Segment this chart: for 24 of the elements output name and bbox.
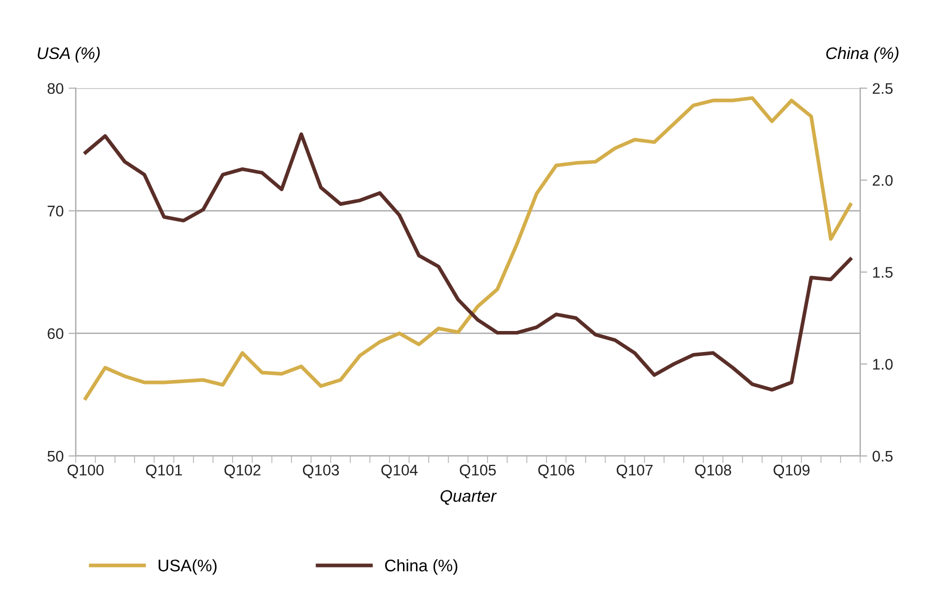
x-tick-label: Q104 — [381, 464, 418, 478]
x-axis-title: Quarter — [440, 490, 497, 505]
y-tick-label: 80 — [48, 83, 64, 94]
x-tick-label: Q108 — [695, 464, 732, 478]
y2-axis-title: China (%) — [826, 46, 898, 62]
x-tick-label: Q105 — [460, 464, 496, 478]
y2-tick-label: 0.5 — [872, 450, 893, 462]
y-axis-title: USA (%) — [38, 46, 100, 62]
y2-tick-label: 2.5 — [872, 83, 893, 94]
x-tick-label: Q107 — [616, 464, 653, 478]
y2-tick-label: 1.5 — [873, 267, 893, 278]
x-tick-label: Q109 — [774, 464, 810, 478]
y-tick-label: 50 — [48, 450, 64, 462]
x-tick-label: Q106 — [538, 464, 574, 478]
y-tick-label: 60 — [48, 328, 64, 340]
x-tick-label: Q102 — [224, 464, 260, 478]
x-tick-label: Q103 — [302, 464, 339, 478]
y2-tick-label: 2.0 — [872, 175, 893, 186]
legend-label: China (%) — [385, 559, 458, 575]
x-tick-label: Q101 — [146, 464, 182, 478]
legend-label: USA(%) — [158, 559, 217, 575]
y-tick-label: 70 — [48, 206, 64, 216]
x-tick-label: Q100 — [68, 464, 104, 478]
y2-tick-label: 1.0 — [873, 358, 893, 370]
